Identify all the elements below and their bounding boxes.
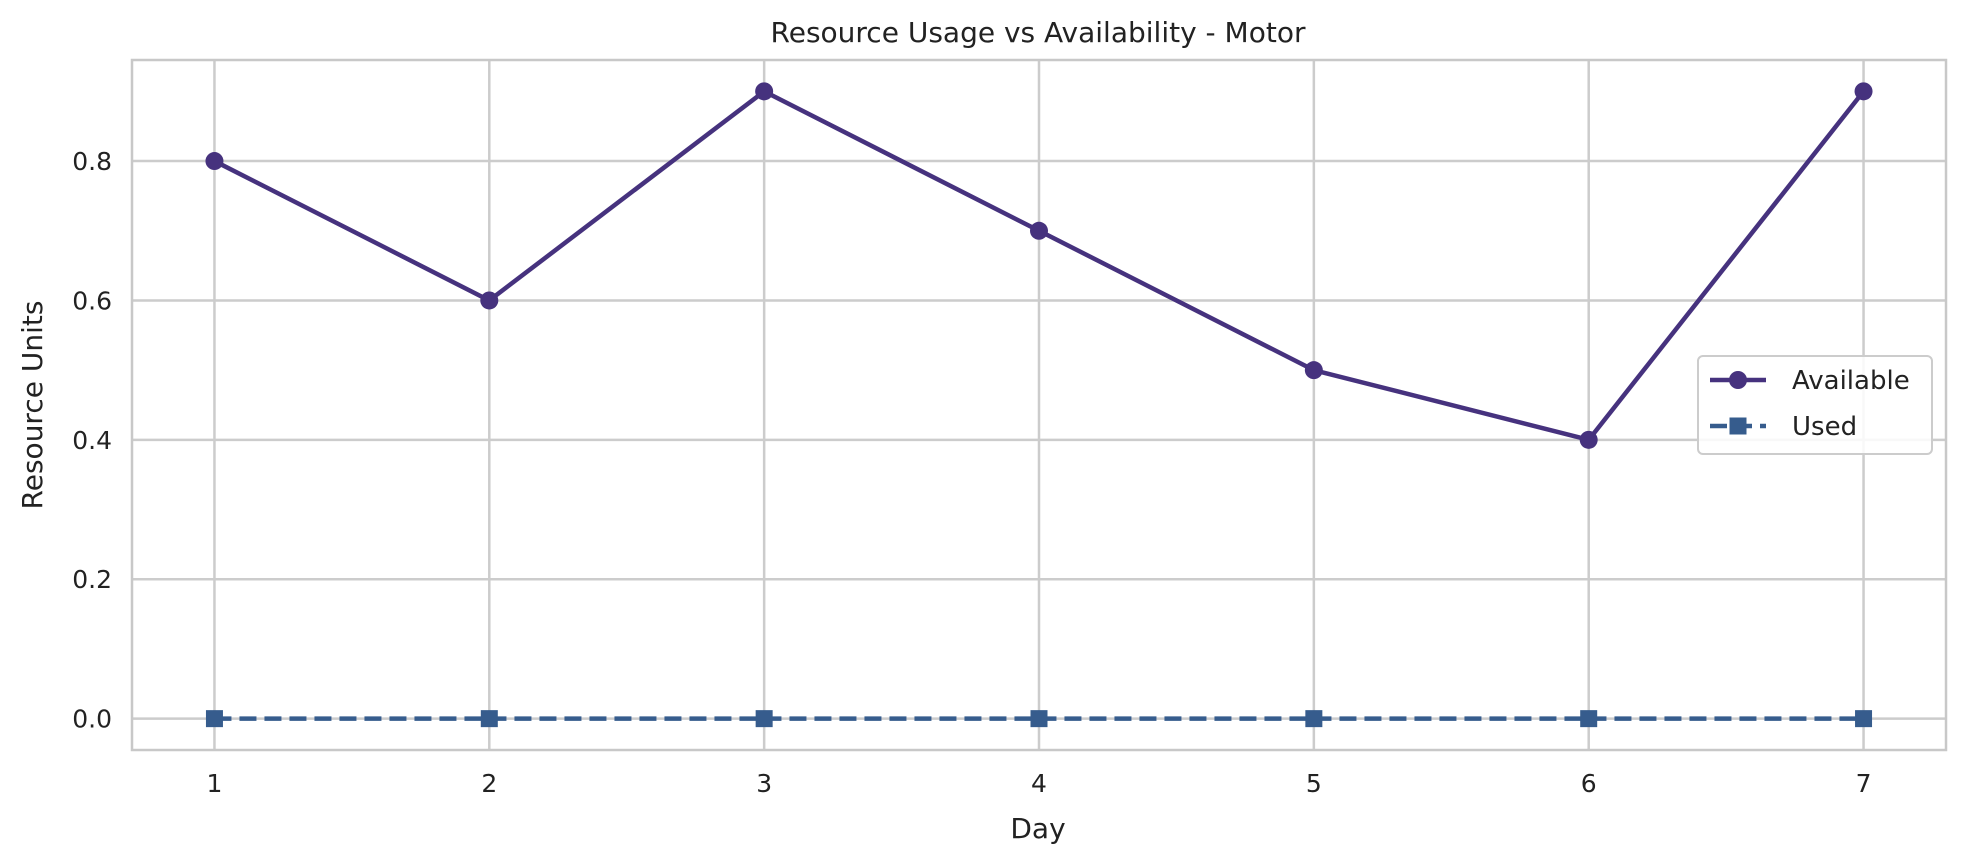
- legend-marker-used: [1729, 417, 1747, 435]
- data-point-used: [480, 710, 498, 728]
- data-point-used: [1305, 710, 1323, 728]
- legend: Available Used: [1697, 355, 1933, 455]
- data-point-available: [205, 152, 224, 171]
- plot-frame: [130, 58, 1948, 752]
- data-point-available: [1030, 221, 1048, 240]
- series-available: [205, 82, 1873, 449]
- data-point-available: [1579, 430, 1598, 449]
- legend-item-used: Used: [1710, 412, 1857, 442]
- legend-label-used: Used: [1792, 412, 1857, 442]
- y-tick-label: 0.2: [72, 565, 112, 594]
- series-layer: [205, 82, 1873, 728]
- x-tick-label: 3: [756, 769, 772, 798]
- y-tick-label: 0.8: [72, 147, 112, 176]
- y-axis-label: Resource Units: [16, 301, 49, 510]
- chart-title: Resource Usage vs Availability - Motor: [771, 16, 1306, 49]
- data-point-available: [480, 291, 499, 310]
- legend-item-available: Available: [1710, 366, 1910, 396]
- y-tick-label: 0.4: [72, 426, 112, 455]
- data-point-used: [205, 710, 223, 728]
- x-tick-label: 4: [1031, 769, 1047, 798]
- data-point-used: [1580, 710, 1598, 728]
- x-tick-label: 2: [481, 769, 497, 798]
- x-tick-label: 7: [1856, 769, 1872, 798]
- x-tick-label: 5: [1306, 769, 1322, 798]
- x-tick-label: 1: [207, 769, 223, 798]
- data-point-used: [1030, 710, 1048, 728]
- series-used: [205, 710, 1873, 728]
- x-tick-label: 6: [1581, 769, 1597, 798]
- legend-label-available: Available: [1792, 366, 1910, 396]
- tick-labels: 1 2 3 4 5 6 7 0.0 0.2 0.4 0.6 0.8: [72, 147, 1871, 798]
- data-point-available: [755, 82, 774, 101]
- y-tick-label: 0.0: [72, 705, 112, 734]
- data-point-used: [755, 710, 773, 728]
- y-tick-label: 0.6: [72, 286, 112, 315]
- data-point-available: [1304, 361, 1323, 380]
- grid-lines: [132, 60, 1946, 750]
- x-axis-label: Day: [1010, 812, 1065, 845]
- data-point-used: [1855, 710, 1873, 728]
- data-point-available: [1854, 82, 1873, 101]
- legend-marker-available: [1729, 371, 1747, 389]
